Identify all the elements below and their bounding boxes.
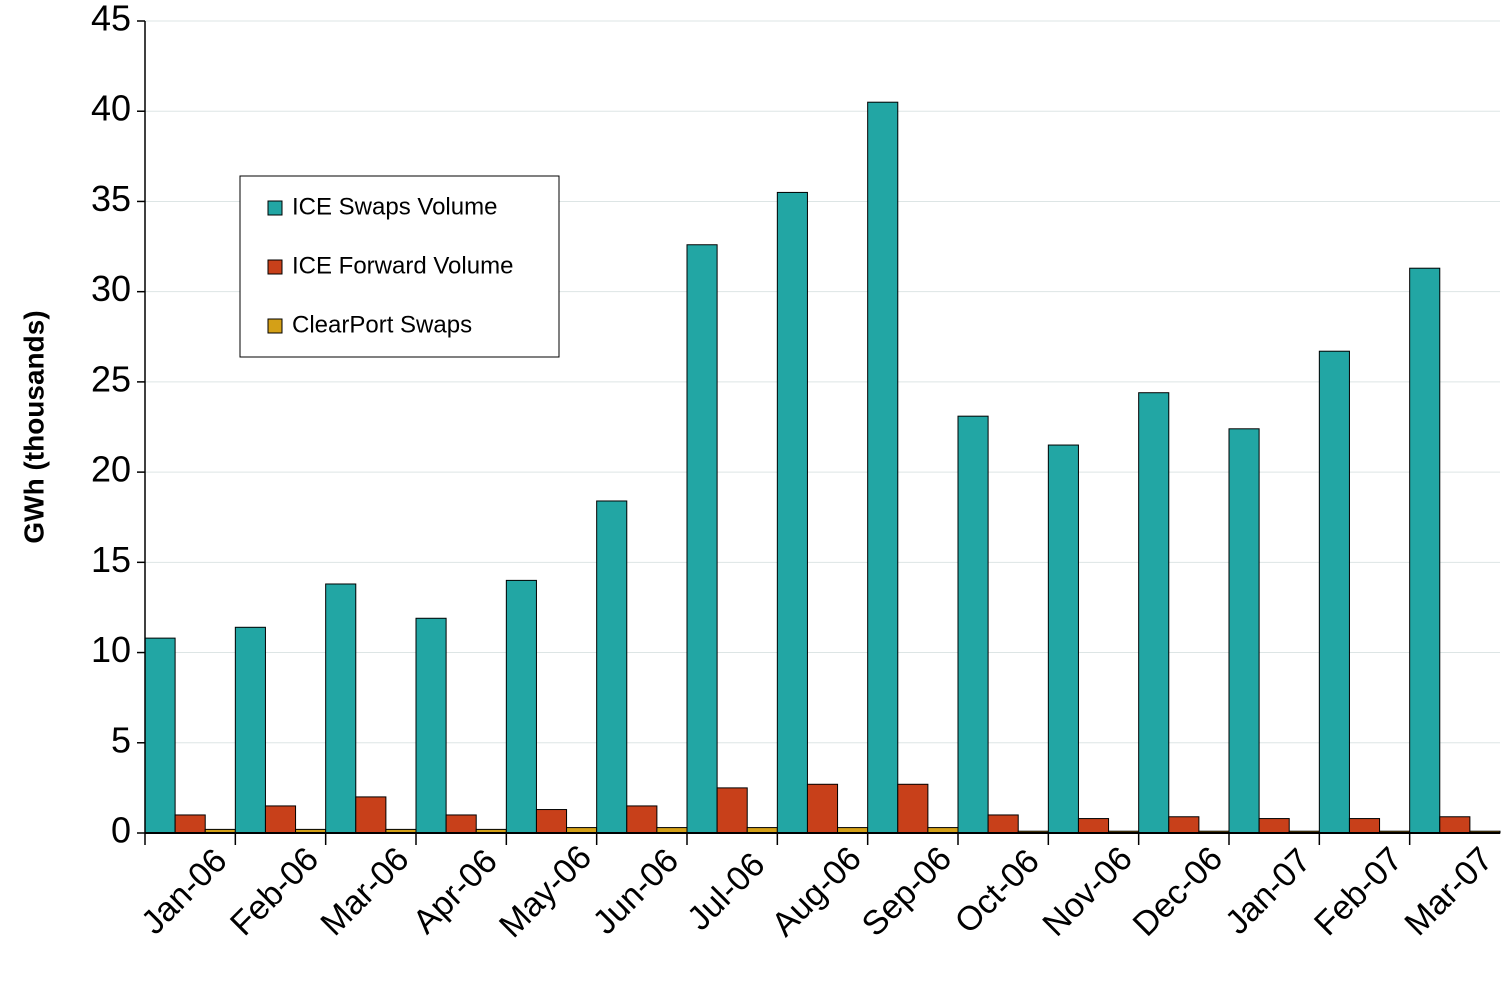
y-axis-label: GWh (thousands)	[18, 310, 49, 543]
x-tick-label: Feb-06	[223, 840, 326, 943]
bar	[1409, 267, 1441, 834]
y-tick-label: 35	[91, 178, 131, 219]
bar	[1228, 428, 1260, 834]
bar	[264, 805, 297, 834]
y-tick-label: 25	[91, 358, 131, 399]
y-tick-label: 45	[91, 0, 131, 39]
bar	[897, 783, 929, 834]
bar	[716, 787, 748, 834]
bar	[686, 244, 718, 834]
x-tick-label: Aug-06	[764, 839, 868, 943]
bar	[1077, 818, 1110, 834]
x-tick-label: Apr-06	[406, 842, 505, 941]
bar	[445, 814, 477, 834]
legend-box	[239, 175, 560, 358]
y-tick-label: 15	[91, 539, 131, 580]
bar	[535, 809, 568, 834]
bar	[806, 783, 839, 834]
x-tick-label: Nov-06	[1035, 839, 1139, 943]
x-tick-label: Mar-06	[313, 840, 416, 943]
x-tick-label: Jan-07	[1218, 841, 1318, 941]
x-tick-label: Dec-06	[1126, 839, 1230, 943]
bar	[234, 626, 266, 834]
legend-label: ICE Swaps Volume	[292, 193, 497, 220]
legend-swatch	[267, 318, 283, 334]
y-tick-label: 40	[91, 88, 131, 129]
y-tick-label: 0	[111, 810, 131, 851]
x-tick-label: Jun-06	[586, 841, 686, 941]
bar	[776, 191, 808, 834]
x-tick-label: Feb-07	[1307, 840, 1410, 943]
bar	[957, 415, 989, 834]
y-tick-label: 5	[111, 719, 131, 760]
bar	[505, 579, 537, 834]
legend-swatch	[267, 200, 283, 216]
y-tick-label: 10	[91, 629, 131, 670]
bar	[325, 583, 357, 834]
bar	[596, 500, 628, 834]
x-tick-label: Jul-06	[680, 845, 772, 937]
bar	[1168, 816, 1200, 834]
bar	[1047, 444, 1079, 834]
bar	[1318, 350, 1350, 834]
bar	[987, 814, 1019, 834]
bar	[1348, 818, 1381, 834]
legend-label: ClearPort Swaps	[292, 311, 472, 338]
legend-swatch	[267, 259, 283, 275]
legend: ICE Swaps Volume ICE Forward Volume ClearP…	[239, 175, 560, 358]
bar	[626, 805, 658, 834]
y-tick-label: 20	[91, 449, 131, 490]
x-tick-label: Mar-07	[1397, 840, 1500, 943]
bar	[867, 101, 899, 834]
y-tick-label: 30	[91, 268, 131, 309]
bar	[415, 617, 447, 834]
bar	[1138, 392, 1170, 834]
x-tick-label: Oct-06	[948, 842, 1047, 941]
bar	[144, 637, 176, 834]
bar	[1258, 818, 1290, 834]
legend-label: ICE Forward Volume	[292, 252, 513, 279]
x-tick-label: May-06	[492, 838, 599, 945]
x-tick-label: Sep-06	[855, 839, 959, 943]
bar	[355, 796, 387, 834]
x-tick-label: Jan-06	[134, 841, 234, 941]
bar	[1439, 816, 1471, 834]
bar	[174, 814, 206, 834]
